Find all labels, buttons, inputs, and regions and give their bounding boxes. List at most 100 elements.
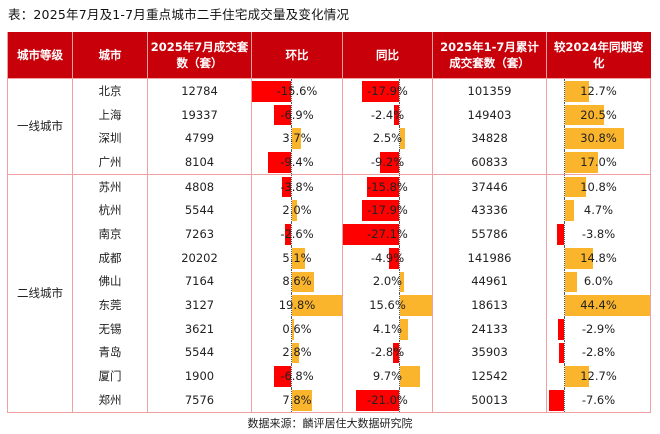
- mom-cell: 5.1%: [251, 245, 343, 270]
- zero-axis: [291, 245, 292, 270]
- percent-value: 3.7%: [282, 131, 312, 146]
- zero-axis: [291, 198, 292, 223]
- zero-axis: [399, 174, 400, 199]
- table-row: 郑州 7576 7.8% -21.0% 50013 -7.6%: [8, 387, 651, 413]
- percent-value: -15.6%: [276, 83, 318, 98]
- percent-value: -9.4%: [280, 154, 314, 169]
- header-jul: 2025年7月成交套数（套）: [147, 32, 252, 79]
- percent-value: -7.6%: [581, 392, 616, 407]
- july-volume-cell: 3621: [147, 316, 252, 341]
- zero-axis: [399, 316, 400, 341]
- table-row: 青岛 5544 2.8% -2.8% 35903 -2.8%: [8, 340, 651, 365]
- table-row: 杭州 5544 2.0% -17.9% 43336 4.7%: [8, 198, 651, 223]
- negative-bar: [380, 152, 399, 173]
- percent-value: 30.8%: [580, 131, 617, 146]
- zero-axis: [291, 174, 292, 199]
- yoy-cell: -15.8%: [342, 173, 433, 199]
- percent-value: 7.8%: [282, 392, 312, 407]
- percent-value: 8.6%: [282, 274, 312, 289]
- ytd-change-cell: 17.0%: [546, 150, 651, 175]
- tier-cell: 二线城市: [7, 173, 73, 413]
- july-volume-cell: 19337: [147, 102, 252, 127]
- negative-bar: [274, 366, 291, 387]
- ytd-volume-cell: 34828: [432, 126, 547, 151]
- zero-axis: [564, 387, 565, 412]
- ytd-volume-cell: 50013: [432, 387, 547, 413]
- positive-bar: [400, 318, 409, 340]
- zero-axis: [399, 79, 400, 103]
- mom-cell: 3.7%: [251, 126, 343, 151]
- percent-value: 9.7%: [372, 369, 403, 384]
- ytd-volume-cell: 141986: [432, 245, 547, 270]
- zero-axis: [291, 316, 292, 341]
- header-ytd-change: 较2024年同期变化: [546, 32, 651, 79]
- ytd-change-cell: 20.5%: [546, 102, 651, 127]
- percent-value: -3.8%: [280, 179, 314, 194]
- negative-bar: [549, 389, 564, 411]
- source-note: 数据来源：麟评居住大数据研究院: [247, 417, 413, 430]
- table-row: 无锡 3621 0.6% 4.1% 24133 -2.9%: [8, 316, 651, 341]
- positive-bar: [292, 271, 314, 293]
- ytd-volume-cell: 43336: [432, 198, 547, 223]
- zero-axis: [564, 340, 565, 365]
- percent-value: 5.1%: [282, 250, 312, 265]
- ytd-volume-cell: 55786: [432, 222, 547, 246]
- city-cell: 成都: [72, 245, 148, 270]
- city-cell: 南京: [72, 222, 148, 246]
- table-row: 上海 19337 -6.9% -2.4% 149403 20.5%: [8, 102, 651, 127]
- july-volume-cell: 3127: [147, 293, 252, 317]
- tier-cell: 一线城市: [7, 78, 73, 175]
- header-yoy: 同比: [342, 32, 433, 79]
- positive-bar: [292, 389, 312, 411]
- percent-value: -6.9%: [280, 107, 314, 122]
- zero-axis: [291, 150, 292, 174]
- zero-axis: [399, 364, 400, 388]
- yoy-cell: -2.8%: [342, 340, 433, 365]
- percent-value: -2.8%: [370, 345, 405, 360]
- july-volume-cell: 12784: [147, 77, 252, 103]
- positive-bar: [292, 295, 342, 316]
- positive-bar: [565, 176, 586, 198]
- july-volume-cell: 7164: [147, 269, 252, 294]
- zero-axis: [291, 364, 292, 388]
- positive-bar: [565, 81, 590, 102]
- city-cell: 无锡: [72, 316, 148, 341]
- positive-bar: [565, 104, 605, 126]
- zero-axis: [399, 102, 400, 127]
- table-row: 厦门 1900 -6.8% 9.7% 12542 12.7%: [8, 364, 651, 388]
- mom-cell: 8.6%: [251, 269, 343, 294]
- zero-axis: [564, 316, 565, 341]
- city-cell: 苏州: [72, 173, 148, 199]
- zero-axis: [291, 387, 292, 412]
- percent-value: 2.5%: [372, 131, 403, 146]
- data-table: 城市等级 城市 2025年7月成交套数（套） 环比 同比 2025年1-7月累计…: [7, 32, 651, 413]
- percent-value: 4.7%: [583, 203, 614, 218]
- percent-value: 15.6%: [369, 298, 406, 313]
- zero-axis: [399, 198, 400, 223]
- zero-axis: [291, 126, 292, 151]
- yoy-cell: 15.6%: [342, 293, 433, 317]
- percent-value: -2.6%: [280, 226, 314, 241]
- percent-value: 14.8%: [580, 250, 617, 265]
- ytd-volume-cell: 60833: [432, 150, 547, 175]
- table-title: 表：2025年7月及1-7月重点城市二手住宅成交量及变化情况: [8, 7, 350, 22]
- yoy-cell: -17.9%: [342, 198, 433, 223]
- percent-value: 12.7%: [580, 369, 617, 384]
- ytd-change-cell: -3.8%: [546, 222, 651, 246]
- zero-axis: [399, 126, 400, 151]
- mom-cell: 2.8%: [251, 340, 343, 365]
- negative-bar: [355, 389, 399, 411]
- header-ytd: 2025年1-7月累计成交套数（套）: [432, 32, 547, 79]
- zero-axis: [564, 198, 565, 223]
- percent-value: -2.4%: [370, 107, 405, 122]
- percent-value: 44.4%: [580, 298, 617, 313]
- negative-bar: [394, 104, 399, 126]
- negative-bar: [343, 224, 399, 245]
- negative-bar: [393, 342, 399, 364]
- positive-bar: [400, 271, 405, 293]
- zero-axis: [564, 174, 565, 199]
- negative-bar: [267, 152, 291, 173]
- table-row: 一线城市 北京 12784 -15.6% -17.9% 101359 12.7%: [7, 77, 651, 175]
- mom-cell: 0.6%: [251, 316, 343, 341]
- header-row: 城市等级 城市 2025年7月成交套数（套） 环比 同比 2025年1-7月累计…: [7, 32, 651, 79]
